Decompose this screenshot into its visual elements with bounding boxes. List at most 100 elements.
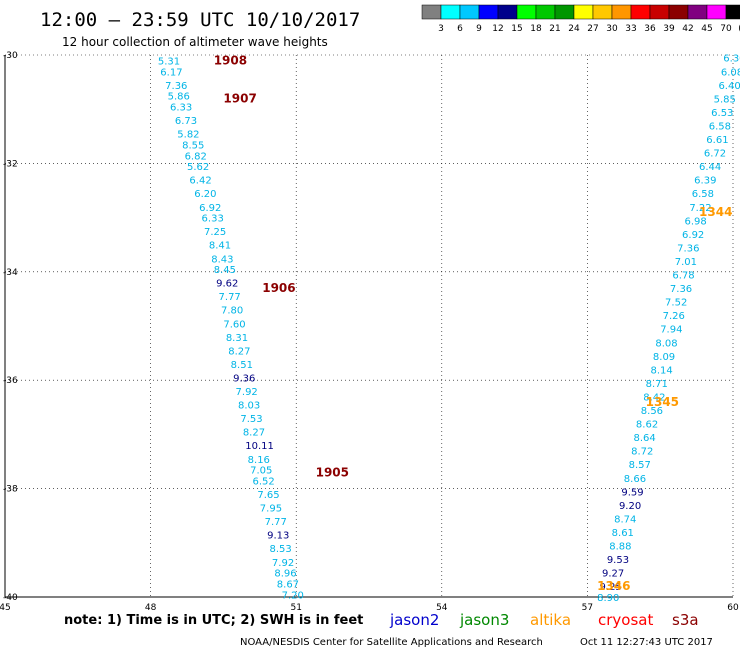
scale-swatch bbox=[611, 4, 632, 20]
legend-jason2: jason2 bbox=[389, 611, 439, 629]
plot-area: 45 48 51 54 57 60 -30 -32 -34 -36 -38 -40 5.316.17 7.… bbox=[0, 51, 740, 613]
pass-label: 1344 bbox=[699, 205, 732, 219]
wave-height-value: 9.27 bbox=[602, 569, 624, 580]
x-tick-label: 51 bbox=[290, 603, 301, 613]
scale-swatch bbox=[668, 4, 689, 20]
wave-height-value: 8.08 bbox=[655, 338, 677, 349]
wave-height-value: 8.90 bbox=[597, 593, 619, 604]
wave-height-value: 6.52 bbox=[253, 476, 275, 487]
wave-height-value: 6.53 bbox=[711, 108, 733, 119]
scale-swatch bbox=[725, 4, 740, 20]
wave-height-value: 8.62 bbox=[636, 420, 658, 431]
wave-height-value: 6.40 bbox=[718, 81, 740, 92]
wave-height-value: 6.82 bbox=[185, 151, 207, 162]
wave-height-value: 7.25 bbox=[204, 227, 226, 238]
wave-height-value: 7.95 bbox=[260, 504, 282, 515]
scale-swatch bbox=[630, 4, 651, 20]
wave-height-value: 9.25 bbox=[600, 582, 622, 593]
wave-height-value: 8.88 bbox=[609, 542, 631, 553]
legend-s3a: s3a bbox=[672, 611, 699, 629]
scale-swatch bbox=[440, 4, 461, 20]
wave-height-value: 5.85 bbox=[714, 94, 736, 105]
wave-height-value: 7.36 bbox=[670, 284, 692, 295]
legend-cryosat: cryosat bbox=[598, 611, 653, 629]
wave-height-value: 7.36 bbox=[165, 81, 187, 92]
wave-height-value: 7.77 bbox=[219, 292, 241, 303]
scale-label: 24 bbox=[568, 24, 580, 34]
wave-height-value: 8.42 bbox=[643, 392, 665, 403]
wave-height-value: 5.82 bbox=[177, 130, 199, 141]
wave-height-value: 7.53 bbox=[240, 414, 262, 425]
scale-label: 3 bbox=[438, 24, 444, 34]
wave-height-value: 7.22 bbox=[689, 203, 711, 214]
wave-height-value: 7.36 bbox=[677, 243, 699, 254]
wave-height-value: 7.60 bbox=[223, 319, 245, 330]
wave-height-value: 6.33 bbox=[170, 102, 192, 113]
scale-label: 12 bbox=[492, 24, 503, 34]
scale-label: (ft) bbox=[738, 24, 740, 34]
wave-height-value: 7.26 bbox=[663, 311, 685, 322]
scale-swatch bbox=[687, 4, 708, 20]
wave-height-value: 8.31 bbox=[226, 333, 248, 344]
y-tick-label: -36 bbox=[3, 376, 18, 386]
scale-swatch bbox=[592, 4, 613, 20]
wave-height-value: 8.03 bbox=[238, 401, 260, 412]
wave-height-value: 7.01 bbox=[675, 257, 697, 268]
chart-subtitle: 12 hour collection of altimeter wave hei… bbox=[62, 35, 328, 49]
pass-label: 1345 bbox=[646, 395, 679, 409]
wave-height-value: 6.58 bbox=[709, 121, 731, 132]
wave-height-value: 8.41 bbox=[209, 241, 231, 252]
wave-height-value: 8.56 bbox=[641, 406, 663, 417]
satellite-legend: jason2 jason3 altika cryosat s3a bbox=[389, 611, 699, 629]
scale-label: 9 bbox=[476, 24, 482, 34]
wave-height-value: 7.20 bbox=[282, 590, 304, 601]
x-tick-label: 48 bbox=[145, 603, 157, 613]
wave-height-value: 9.59 bbox=[621, 487, 643, 498]
wave-height-value: 7.52 bbox=[665, 298, 687, 309]
footer-timestamp: Oct 11 12:27:43 UTC 2017 bbox=[580, 637, 713, 648]
wave-height-value: 8.57 bbox=[629, 460, 651, 471]
scale-swatch bbox=[478, 4, 499, 20]
wave-height-value: 8.16 bbox=[248, 455, 270, 466]
wave-height-value: 8.53 bbox=[270, 544, 292, 555]
scale-swatch bbox=[421, 4, 442, 20]
y-tick-label: -40 bbox=[3, 593, 18, 603]
wave-height-value: 5.86 bbox=[168, 92, 190, 103]
scale-label: 39 bbox=[663, 24, 675, 34]
wave-height-value: 6.58 bbox=[692, 189, 714, 200]
wave-height-value: 9.53 bbox=[607, 555, 629, 566]
wave-height-value: 8.27 bbox=[228, 346, 250, 357]
wave-height-value: 6.33 bbox=[202, 214, 224, 225]
scale-label: 15 bbox=[511, 24, 522, 34]
scale-label: 21 bbox=[549, 24, 560, 34]
scale-swatch bbox=[516, 4, 537, 20]
wave-height-value: 7.80 bbox=[221, 306, 243, 317]
wave-height-value: 7.92 bbox=[272, 558, 294, 569]
pass-label: 1907 bbox=[223, 91, 256, 105]
wave-height-value: 6.17 bbox=[160, 67, 182, 78]
scale-label: 42 bbox=[682, 24, 693, 34]
wave-height-value: 8.55 bbox=[182, 140, 204, 151]
pass-label: 1905 bbox=[316, 465, 349, 479]
y-tick-label: -34 bbox=[3, 268, 18, 278]
wave-height-value: 6.72 bbox=[704, 149, 726, 160]
wave-height-value: 6.42 bbox=[189, 176, 211, 187]
wave-height-value: 6.08 bbox=[721, 67, 740, 78]
wave-height-value: 7.65 bbox=[257, 490, 279, 501]
wave-height-value: 9.20 bbox=[619, 501, 641, 512]
footer-note: note: 1) Time is in UTC; 2) SWH is in fe… bbox=[64, 613, 363, 628]
scale-swatch bbox=[535, 4, 556, 20]
wave-height-value: 8.09 bbox=[653, 352, 675, 363]
y-tick-label: -30 bbox=[3, 51, 18, 61]
wave-height-value: 6.78 bbox=[672, 271, 694, 282]
wave-height-value: 8.74 bbox=[614, 514, 636, 525]
wave-height-value: 8.67 bbox=[277, 579, 299, 590]
wave-height-value: 7.92 bbox=[236, 387, 258, 398]
scale-label: 30 bbox=[606, 24, 618, 34]
pass-label: 1346 bbox=[597, 579, 630, 593]
wave-height-value: 6.73 bbox=[175, 116, 197, 127]
wave-height-value: 9.62 bbox=[216, 279, 238, 290]
wave-height-value: 8.66 bbox=[624, 474, 646, 485]
wave-height-value: 8.27 bbox=[243, 428, 265, 439]
